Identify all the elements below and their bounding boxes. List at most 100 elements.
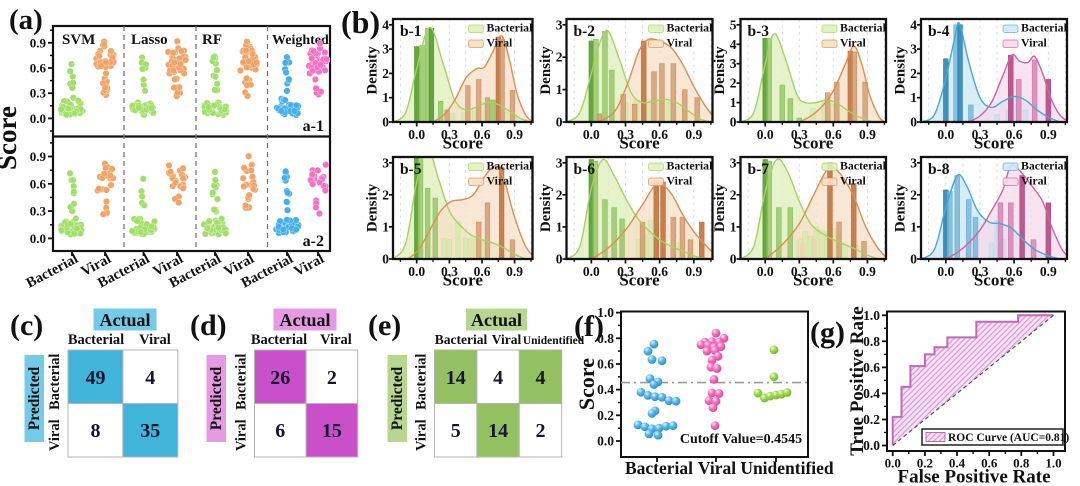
svg-text:0.9: 0.9 (859, 127, 876, 142)
svg-text:3: 3 (382, 42, 389, 57)
svg-text:0.0: 0.0 (863, 438, 880, 453)
svg-text:0.2: 0.2 (597, 408, 614, 423)
svg-text:0.0: 0.0 (408, 127, 425, 142)
svg-text:0.8: 0.8 (597, 331, 614, 346)
svg-text:Viral: Viral (139, 332, 171, 348)
svg-text:Score: Score (974, 271, 1015, 290)
svg-text:0.6: 0.6 (981, 456, 998, 471)
svg-text:Density: Density (538, 183, 554, 232)
svg-text:0.2: 0.2 (863, 412, 880, 427)
svg-text:0.0: 0.0 (757, 127, 774, 142)
svg-text:b-7: b-7 (748, 161, 770, 178)
svg-text:1: 1 (910, 219, 917, 234)
svg-text:0.3: 0.3 (972, 127, 989, 142)
svg-text:5: 5 (451, 420, 461, 442)
svg-text:Score: Score (443, 134, 484, 153)
svg-text:0.6: 0.6 (597, 357, 614, 372)
svg-text:0: 0 (730, 252, 737, 267)
svg-text:(d): (d) (190, 309, 227, 342)
svg-text:True Positive Rate: True Positive Rate (847, 306, 868, 456)
svg-text:Actual: Actual (100, 310, 151, 330)
svg-text:SVM: SVM (62, 32, 95, 48)
svg-text:4: 4 (730, 37, 737, 52)
svg-text:Viral: Viral (840, 174, 866, 188)
svg-text:0.9: 0.9 (30, 35, 47, 50)
svg-text:Predicted: Predicted (26, 366, 43, 430)
svg-text:a-2: a-2 (303, 233, 324, 250)
svg-text:0.0: 0.0 (937, 264, 954, 279)
svg-text:Unidentified: Unidentified (523, 335, 585, 347)
svg-text:Predicted: Predicted (208, 366, 225, 430)
svg-text:0.6: 0.6 (30, 61, 47, 76)
svg-text:Viral: Viral (291, 251, 326, 280)
svg-text:Viral: Viral (667, 174, 693, 188)
svg-text:0.0: 0.0 (583, 264, 600, 279)
svg-text:2: 2 (382, 66, 389, 81)
svg-text:Viral: Viral (1021, 36, 1047, 50)
svg-text:0.9: 0.9 (506, 264, 523, 279)
svg-text:Viral: Viral (320, 332, 352, 348)
svg-text:0: 0 (910, 252, 917, 267)
svg-text:Viral: Viral (234, 419, 250, 451)
svg-text:Viral: Viral (487, 36, 513, 50)
svg-text:1: 1 (556, 82, 563, 97)
svg-text:Cutoff Value=0.4545: Cutoff Value=0.4545 (680, 432, 802, 447)
svg-text:b-5: b-5 (400, 161, 422, 178)
svg-text:Viral: Viral (487, 174, 513, 188)
svg-text:3: 3 (910, 155, 917, 170)
svg-text:Bacterial: Bacterial (47, 354, 63, 410)
svg-text:Bacterial: Bacterial (24, 251, 81, 292)
svg-text:0.2: 0.2 (917, 456, 933, 471)
svg-text:1: 1 (382, 219, 389, 234)
svg-text:Viral: Viral (414, 419, 430, 451)
svg-text:Density: Density (365, 46, 381, 95)
svg-text:Score: Score (793, 134, 834, 153)
svg-text:0.0: 0.0 (757, 264, 774, 279)
svg-text:3: 3 (910, 42, 917, 57)
svg-text:2: 2 (536, 420, 546, 442)
svg-text:Density: Density (893, 46, 909, 95)
svg-text:0.0: 0.0 (583, 127, 600, 142)
svg-text:14: 14 (488, 420, 508, 442)
svg-text:0.0: 0.0 (937, 127, 954, 142)
svg-text:0.3: 0.3 (617, 127, 634, 142)
svg-text:(f): (f) (574, 310, 604, 343)
svg-text:3: 3 (382, 155, 389, 170)
svg-text:0.6: 0.6 (1006, 264, 1023, 279)
svg-text:RF: RF (202, 32, 222, 48)
svg-text:0.0: 0.0 (30, 231, 46, 246)
svg-text:0.8: 0.8 (863, 334, 880, 349)
svg-text:0.9: 0.9 (506, 127, 523, 142)
svg-text:Bacterial: Bacterial (625, 458, 693, 478)
svg-text:0.4: 0.4 (863, 386, 880, 401)
svg-text:Weighted: Weighted (272, 33, 329, 48)
svg-text:(g): (g) (810, 316, 845, 349)
svg-text:4: 4 (145, 367, 155, 389)
svg-text:0.0: 0.0 (885, 456, 901, 471)
svg-text:1: 1 (730, 219, 737, 234)
svg-text:0.6: 0.6 (651, 127, 668, 142)
svg-text:Predicted: Predicted (389, 366, 406, 430)
svg-text:0.0: 0.0 (30, 111, 46, 126)
svg-text:2: 2 (910, 187, 917, 202)
svg-text:4: 4 (536, 367, 546, 389)
svg-text:False Positive Rate: False Positive Rate (897, 467, 1050, 486)
svg-text:0.4: 0.4 (949, 456, 966, 471)
svg-text:0.9: 0.9 (685, 264, 702, 279)
svg-text:35: 35 (140, 420, 160, 442)
svg-text:4: 4 (493, 367, 503, 389)
svg-text:6: 6 (275, 420, 285, 442)
svg-text:Actual: Actual (471, 310, 522, 330)
svg-text:Density: Density (712, 183, 728, 232)
svg-text:0.8: 0.8 (1013, 456, 1030, 471)
svg-text:Bacterial: Bacterial (251, 332, 307, 348)
svg-text:0.6: 0.6 (863, 360, 880, 375)
svg-text:Bacterial: Bacterial (840, 21, 887, 35)
svg-text:0.9: 0.9 (30, 149, 47, 164)
svg-text:2: 2 (327, 367, 337, 389)
svg-text:Bacterial: Bacterial (1021, 159, 1068, 173)
svg-text:Actual: Actual (280, 310, 331, 330)
svg-text:2: 2 (556, 50, 563, 65)
svg-text:b-6: b-6 (574, 161, 596, 178)
svg-text:0: 0 (382, 115, 389, 130)
